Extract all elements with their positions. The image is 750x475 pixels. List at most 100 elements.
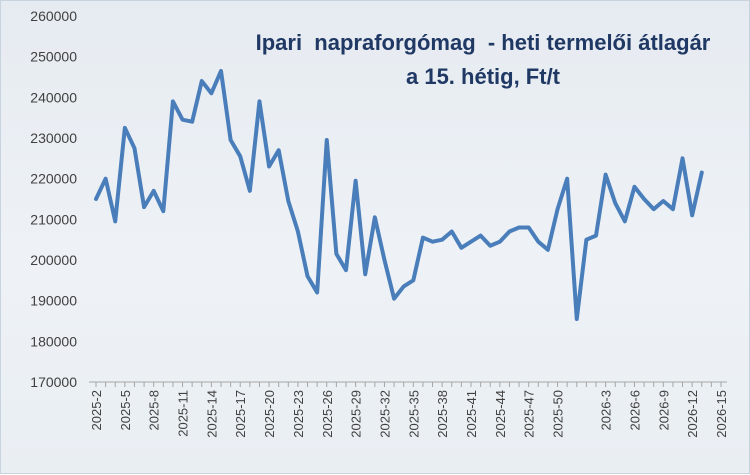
data-point	[392, 297, 396, 301]
y-tick-label: 190000	[30, 293, 77, 309]
data-point	[257, 99, 262, 103]
data-point	[305, 274, 310, 278]
y-tick-label: 240000	[30, 89, 77, 105]
data-point	[334, 252, 338, 256]
x-tick-label: 2025-17	[233, 390, 248, 438]
data-point	[382, 258, 387, 262]
data-point	[363, 272, 367, 276]
data-point	[623, 219, 627, 223]
x-tick-label: 2025-11	[176, 390, 191, 437]
data-point	[373, 215, 377, 219]
x-tick-label: 2026-15	[714, 390, 729, 438]
data-point	[161, 209, 165, 213]
x-tick-label: 2025-14	[204, 390, 219, 438]
x-tick-label: 2026-9	[656, 390, 671, 430]
data-point	[104, 177, 108, 181]
data-point	[200, 79, 204, 83]
x-tick-label: 2025-23	[291, 390, 306, 438]
data-point	[479, 234, 483, 238]
data-point	[132, 146, 137, 150]
data-point	[536, 240, 540, 244]
data-point	[671, 207, 675, 211]
data-point	[690, 213, 694, 217]
x-tick-label: 2026-3	[599, 390, 614, 430]
data-point	[286, 199, 290, 203]
data-point	[123, 126, 127, 130]
y-tick-label: 230000	[30, 130, 77, 146]
x-tick-label: 2025-5	[118, 390, 133, 430]
data-point	[325, 138, 329, 142]
chart-title: Ipari napraforgómag - heti termelői átla…	[223, 26, 743, 94]
data-point	[152, 189, 156, 193]
data-point	[238, 154, 242, 158]
data-point	[277, 148, 281, 152]
data-point	[527, 225, 531, 230]
data-point	[430, 240, 435, 244]
y-tick-label: 180000	[30, 333, 77, 349]
x-tick-label: 2025-29	[349, 390, 364, 438]
data-point	[700, 170, 704, 175]
data-point	[450, 229, 454, 234]
y-tick-label: 250000	[30, 49, 77, 65]
data-point	[440, 238, 444, 242]
x-tick-label: 2025-20	[262, 390, 277, 438]
series-line	[94, 68, 704, 321]
chart-title-line-2: a 15. hétig, Ft/t	[405, 64, 561, 89]
y-tick-label: 170000	[30, 374, 77, 390]
data-point	[565, 177, 569, 181]
x-tick-label: 2025-32	[377, 390, 392, 438]
data-point	[613, 201, 617, 205]
data-point	[421, 236, 425, 240]
data-point	[632, 185, 637, 189]
x-tick-label: 2026-6	[627, 390, 642, 430]
x-tick-label: 2025-2	[89, 390, 104, 430]
data-point	[190, 120, 194, 124]
data-point	[180, 118, 185, 122]
data-point	[209, 91, 213, 95]
x-tick-label: 2025-26	[320, 390, 335, 438]
chart-title-line-1: Ipari napraforgómag - heti termelői átla…	[255, 30, 711, 55]
data-point	[354, 179, 358, 183]
x-tick-label: 2025-35	[406, 390, 421, 438]
y-tick-label: 220000	[30, 171, 77, 187]
y-tick-label: 210000	[30, 211, 77, 227]
data-point	[296, 229, 300, 234]
data-point	[546, 248, 550, 252]
data-point	[575, 317, 579, 321]
x-tick-label: 2025-50	[551, 390, 566, 438]
x-tick-label: 2025-8	[147, 390, 162, 430]
x-tick-label: 2025-44	[493, 390, 508, 438]
x-tick-label: 2026-12	[685, 390, 700, 438]
data-point	[652, 207, 656, 211]
data-point	[315, 290, 319, 295]
data-point	[219, 69, 223, 73]
y-tick-label: 260000	[30, 8, 77, 24]
data-point	[171, 99, 175, 103]
data-point	[402, 284, 406, 289]
data-point	[594, 234, 598, 238]
data-point	[344, 268, 348, 272]
data-point	[642, 197, 646, 201]
data-point	[507, 229, 512, 234]
data-point	[411, 278, 415, 282]
data-point	[267, 164, 271, 169]
data-point	[94, 197, 98, 201]
data-point	[488, 244, 492, 248]
data-point	[604, 173, 608, 177]
x-tick-label: 2025-47	[522, 390, 537, 438]
data-point	[584, 238, 588, 242]
data-point	[113, 219, 117, 223]
data-point	[229, 138, 233, 142]
data-point	[459, 246, 463, 250]
data-point	[517, 225, 521, 230]
y-tick-label: 200000	[30, 252, 77, 268]
data-point	[469, 240, 473, 244]
x-tick-label: 2025-41	[464, 390, 479, 438]
data-point	[555, 207, 560, 211]
data-point	[680, 156, 685, 160]
data-point	[142, 205, 146, 209]
data-point	[498, 240, 502, 244]
data-point	[661, 199, 665, 203]
